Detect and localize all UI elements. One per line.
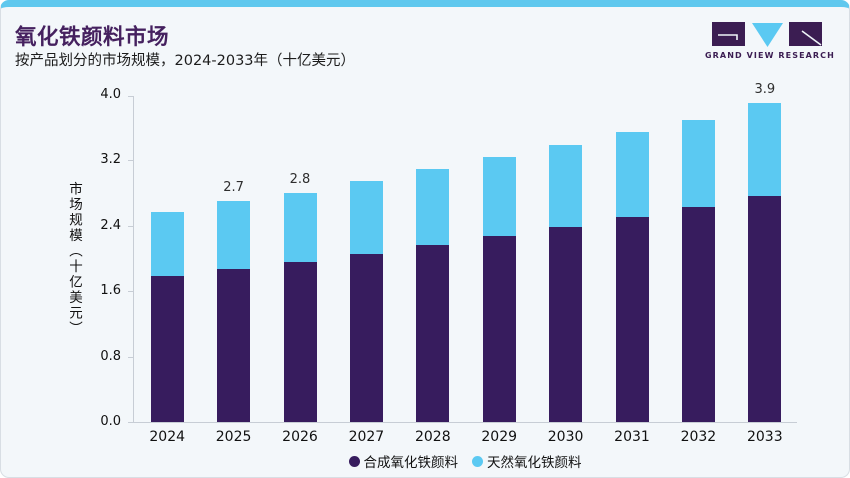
bar-segment-synthetic	[150, 275, 184, 422]
bar-segment-natural	[150, 211, 184, 276]
bar-segment-synthetic	[681, 207, 715, 422]
x-tick-label: 2029	[481, 429, 518, 445]
y-tick-label: 4.0	[100, 87, 121, 102]
bar-total-label: 3.9	[754, 82, 776, 98]
legend-swatch-synthetic-icon	[348, 455, 360, 467]
y-tick-mark	[128, 225, 134, 227]
x-tick-label: 2028	[414, 429, 451, 445]
bar-segment-natural	[681, 119, 715, 207]
chart-subtitle: 按产品划分的市场规模，2024-2033年（十亿美元）	[15, 53, 356, 69]
bar-segment-natural	[615, 131, 649, 217]
legend-item-synthetic: 合成氧化铁颜料	[348, 451, 459, 471]
y-tick-label: 1.6	[100, 283, 121, 299]
x-tick-label: 2025	[215, 429, 252, 445]
bar-segment-synthetic	[349, 253, 383, 422]
bar-segment-natural	[349, 180, 383, 254]
y-tick-label: 3.2	[100, 152, 121, 168]
bar-segment-synthetic	[482, 236, 516, 422]
bar-segment-natural	[482, 157, 516, 237]
y-axis-title: 市场规模（十亿美元）	[66, 181, 82, 337]
bar-segment-synthetic	[416, 245, 450, 422]
bar-segment-synthetic	[283, 261, 317, 422]
bar-segment-synthetic	[549, 226, 583, 422]
bar-total-label: 2.7	[223, 180, 244, 196]
gvr-logo-icon	[712, 22, 822, 47]
x-tick-label: 2027	[348, 429, 385, 445]
page-title: 氧化铁颜料市场	[15, 25, 170, 50]
y-tick-mark	[128, 96, 134, 97]
x-tick-label: 2026	[282, 429, 318, 445]
legend-swatch-natural-icon	[472, 455, 483, 467]
y-tick-mark	[128, 291, 134, 293]
bar-segment-synthetic	[615, 216, 649, 422]
bar-segment-natural	[217, 201, 251, 270]
legend-label-natural: 天然氧化铁颜料	[487, 455, 582, 471]
bar-segment-synthetic	[748, 196, 782, 422]
x-tick-label: 2030	[547, 429, 584, 445]
gvr-logo: GRAND VIEW RESEARCH	[705, 21, 835, 60]
legend-label-synthetic: 合成氧化铁颜料	[363, 455, 459, 471]
legend-item-natural: 天然氧化铁颜料	[472, 451, 582, 471]
bar-segment-natural	[283, 193, 317, 262]
y-tick-mark	[128, 160, 134, 162]
bar-segment-natural	[416, 168, 450, 246]
bar-segment-natural	[549, 144, 583, 227]
y-tick-label: 2.4	[100, 217, 121, 233]
bar-segment-synthetic	[217, 269, 251, 422]
y-tick-mark	[128, 356, 134, 358]
x-tick-label: 2032	[680, 429, 717, 445]
y-tick-label: 0.8	[100, 348, 121, 364]
x-tick-label: 2024	[149, 429, 186, 445]
plot-area: 2024 2025 2.7 2026 2.8 2027 2028 2029 2030 2031 20…	[100, 82, 797, 445]
y-tick-mark	[128, 422, 134, 423]
x-tick-label: 2031	[614, 429, 650, 445]
bar-segment-natural	[748, 103, 782, 197]
chart-legend: 合成氧化铁颜料 天然氧化铁颜料	[133, 451, 797, 471]
bar-total-label: 2.8	[289, 172, 311, 188]
x-tick-label: 2033	[746, 429, 783, 445]
y-tick-label: 0.0	[100, 414, 121, 429]
gvr-logo-text: GRAND VIEW RESEARCH	[705, 51, 835, 60]
